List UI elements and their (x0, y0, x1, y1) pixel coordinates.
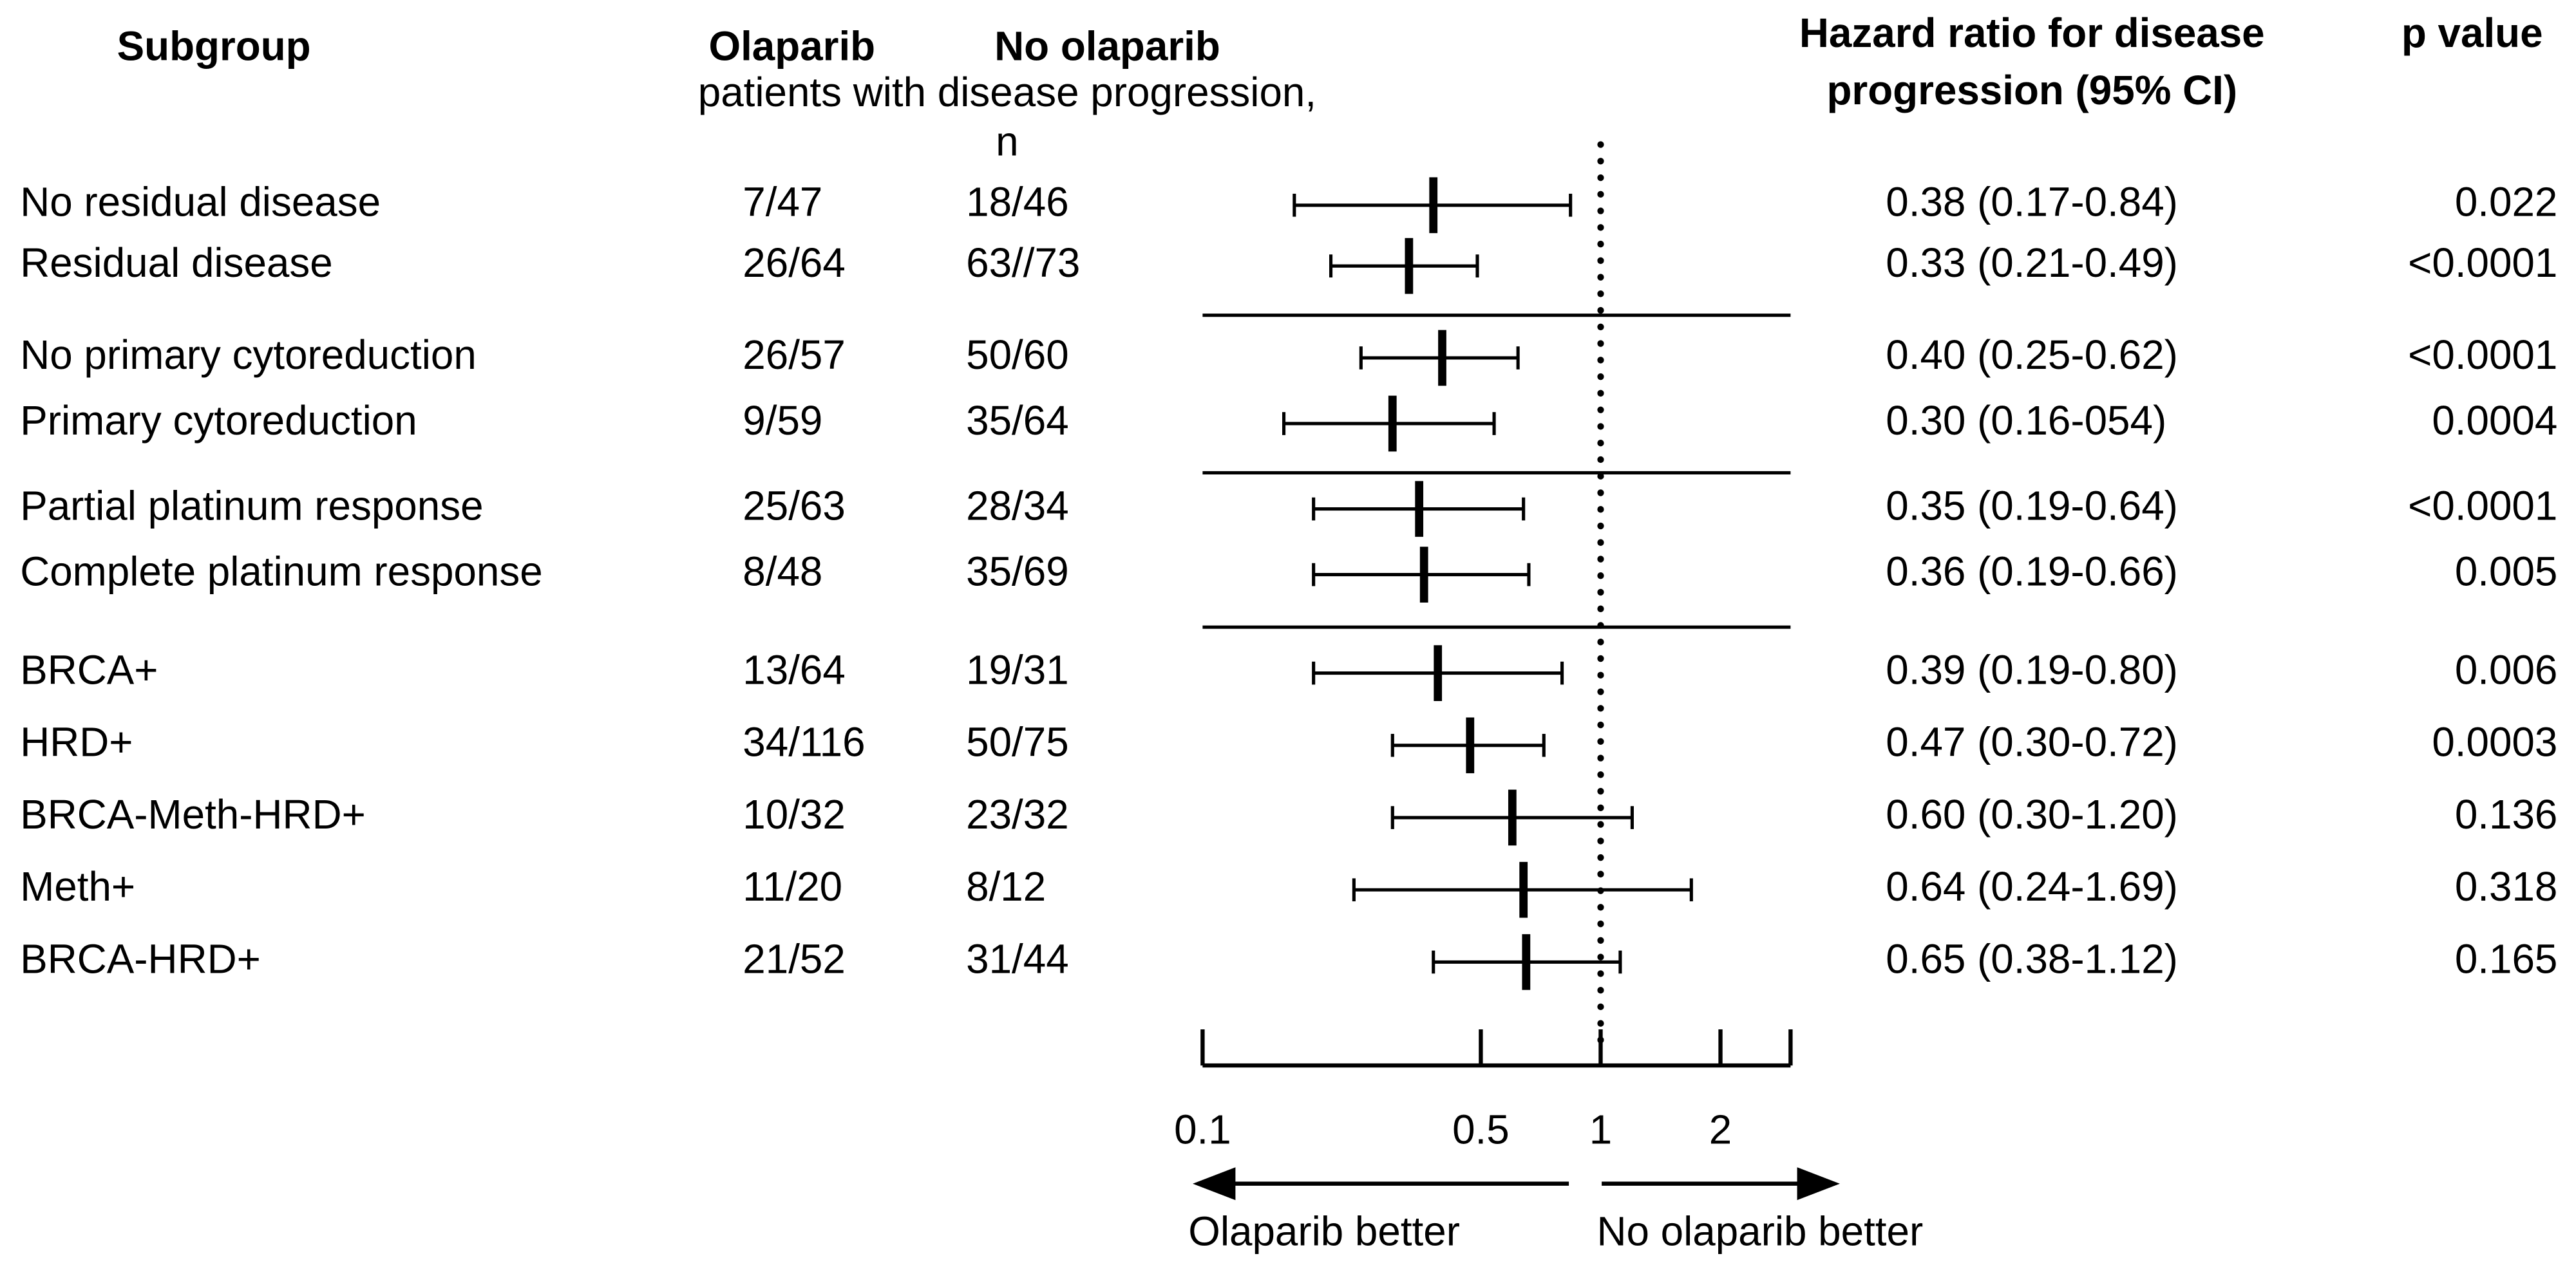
olaparib-count: 26/57 (743, 332, 846, 378)
no-olaparib-count: 28/34 (966, 482, 1069, 529)
arrow-head (1193, 1167, 1236, 1201)
header: p value (2401, 10, 2543, 56)
subgroup-label: No primary cytoreduction (20, 332, 477, 378)
olaparib-count: 10/32 (743, 791, 846, 838)
subgroup-label: BRCA-HRD+ (20, 935, 261, 982)
p-value: 0.165 (2455, 935, 2558, 982)
p-value: 0.136 (2455, 791, 2558, 838)
x-tick-label: 0.1 (1174, 1107, 1231, 1153)
ci-label: 0.40 (0.25-0.62) (1886, 332, 2178, 378)
header: Hazard ratio for disease (1799, 10, 2265, 56)
header: Subgroup (117, 23, 311, 69)
olaparib-count: 25/63 (743, 482, 846, 529)
no-olaparib-count: 31/44 (966, 935, 1069, 982)
subgroup-label: Primary cytoreduction (20, 397, 417, 444)
no-olaparib-count: 18/46 (966, 179, 1069, 225)
ci-label: 0.47 (0.30-0.72) (1886, 719, 2178, 765)
x-tick-label: 0.5 (1452, 1107, 1510, 1153)
p-value: 0.006 (2455, 646, 2558, 693)
direction-label: No olaparib better (1596, 1208, 1923, 1255)
ci-label: 0.36 (0.19-0.66) (1886, 548, 2178, 594)
olaparib-count: 26/64 (743, 239, 846, 286)
arrow-head (1797, 1167, 1840, 1201)
x-tick-label: 1 (1589, 1107, 1612, 1153)
p-value: <0.0001 (2408, 332, 2557, 378)
no-olaparib-count: 23/32 (966, 791, 1069, 838)
olaparib-count: 9/59 (743, 397, 822, 444)
ci-label: 0.60 (0.30-1.20) (1886, 791, 2178, 838)
no-olaparib-count: 8/12 (966, 863, 1046, 910)
p-value: 0.022 (2455, 179, 2558, 225)
olaparib-count: 34/116 (743, 719, 865, 765)
subgroup-label: Complete platinum response (20, 548, 542, 594)
ci-label: 0.30 (0.16-054) (1886, 397, 2166, 444)
ci-label: 0.65 (0.38-1.12) (1886, 935, 2178, 982)
direction-label: Olaparib better (1188, 1208, 1460, 1255)
subgroup-label: No residual disease (20, 179, 381, 225)
ci-label: 0.64 (0.24-1.69) (1886, 863, 2178, 910)
header-note: patients with disease progression, (698, 69, 1316, 115)
no-olaparib-count: 19/31 (966, 646, 1069, 693)
header: progression (95% CI) (1826, 67, 2237, 113)
ci-label: 0.33 (0.21-0.49) (1886, 239, 2178, 286)
p-value: 0.0004 (2432, 397, 2557, 444)
no-olaparib-count: 63//73 (966, 239, 1080, 286)
subgroup-label: BRCA+ (20, 646, 158, 693)
subgroup-label: Residual disease (20, 239, 333, 286)
ci-label: 0.39 (0.19-0.80) (1886, 646, 2178, 693)
p-value: <0.0001 (2408, 239, 2557, 286)
olaparib-count: 7/47 (743, 179, 822, 225)
subgroup-label: Meth+ (20, 863, 135, 910)
no-olaparib-count: 35/69 (966, 548, 1069, 594)
no-olaparib-count: 50/75 (966, 719, 1069, 765)
p-value: 0.0003 (2432, 719, 2557, 765)
ci-label: 0.38 (0.17-0.84) (1886, 179, 2178, 225)
p-value: 0.318 (2455, 863, 2558, 910)
p-value: <0.0001 (2408, 482, 2557, 529)
subgroup-label: Partial platinum response (20, 482, 483, 529)
x-tick-label: 2 (1709, 1107, 1732, 1153)
subgroup-label: HRD+ (20, 719, 133, 765)
no-olaparib-count: 50/60 (966, 332, 1069, 378)
olaparib-count: 8/48 (743, 548, 822, 594)
olaparib-count: 21/52 (743, 935, 846, 982)
olaparib-count: 11/20 (743, 863, 842, 910)
ci-label: 0.35 (0.19-0.64) (1886, 482, 2178, 529)
olaparib-count: 13/64 (743, 646, 846, 693)
header-note: n (996, 118, 1018, 164)
header: Olaparib (709, 23, 876, 69)
p-value: 0.005 (2455, 548, 2558, 594)
no-olaparib-count: 35/64 (966, 397, 1069, 444)
header: No olaparib (994, 23, 1220, 69)
subgroup-label: BRCA-Meth-HRD+ (20, 791, 366, 838)
